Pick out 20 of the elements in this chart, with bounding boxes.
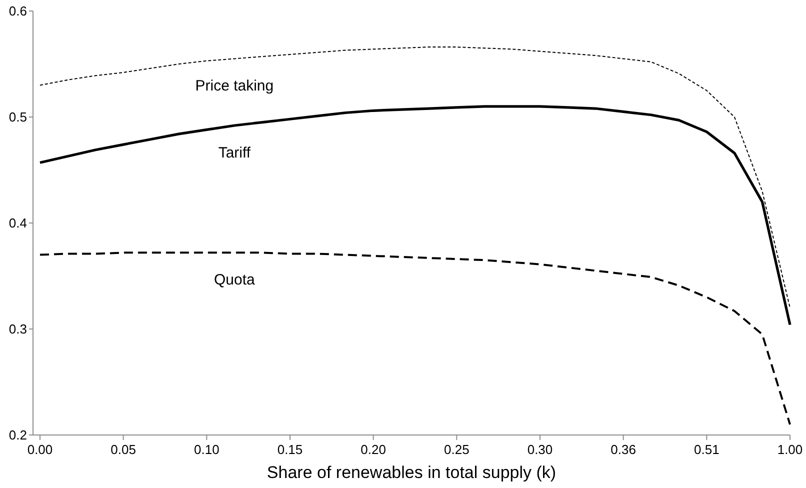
x-tick-label: 0.25 bbox=[444, 442, 470, 457]
x-tick-label: 0.20 bbox=[360, 442, 386, 457]
x-tick-label: 0.36 bbox=[610, 442, 636, 457]
series-label: Price taking bbox=[195, 78, 274, 95]
x-tick-label: 0.00 bbox=[27, 442, 53, 457]
y-tick-label: 0.6 bbox=[8, 4, 27, 19]
series-label: Quota bbox=[214, 272, 256, 289]
y-tick-label: 0.3 bbox=[8, 322, 27, 337]
line-series bbox=[39, 252, 791, 426]
x-tick-label: 0.10 bbox=[194, 442, 220, 457]
y-tick-label: 0.5 bbox=[8, 110, 27, 125]
x-axis-title: Share of renewables in total supply (k) bbox=[266, 463, 556, 482]
x-tick-label: 1.00 bbox=[777, 442, 803, 457]
x-tick-label: 0.30 bbox=[527, 442, 553, 457]
y-tick-label: 0.2 bbox=[8, 428, 27, 443]
x-tick-label: 0.15 bbox=[277, 442, 303, 457]
y-tick-label: 0.4 bbox=[8, 216, 27, 231]
x-tick-label: 0.51 bbox=[694, 442, 720, 457]
x-tick-label: 0.05 bbox=[110, 442, 136, 457]
series-label: Tariff bbox=[218, 144, 252, 162]
